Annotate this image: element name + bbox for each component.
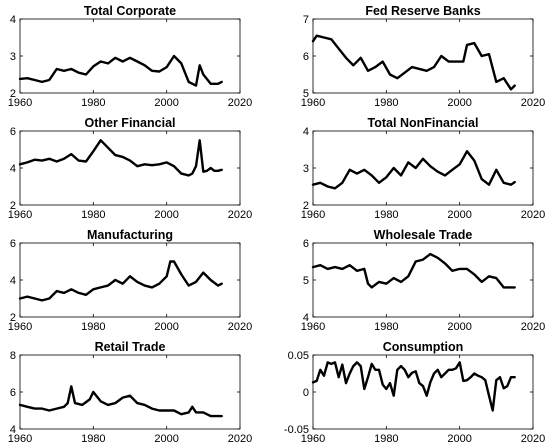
y-tick-label: 3 (10, 51, 16, 63)
series-line (311, 361, 516, 412)
panel-title: Fed Reserve Banks (365, 4, 480, 18)
axes-box (312, 130, 534, 206)
axes-box (19, 130, 241, 206)
y-tick-label: 7 (303, 14, 309, 26)
x-tick-label: 1960 (8, 97, 32, 109)
x-tick-label: 1980 (374, 209, 398, 221)
panel-title: Total NonFinancial (368, 116, 479, 130)
y-tick-label: 3 (303, 163, 309, 175)
x-tick-label: 1960 (301, 433, 325, 443)
axes-box (19, 18, 241, 94)
panel-title: Wholesale Trade (374, 228, 473, 242)
series-line (311, 252, 516, 289)
y-tick-label: 2 (10, 312, 16, 324)
x-tick-label: 1980 (374, 321, 398, 333)
y-tick-label: 0 (303, 387, 309, 399)
panel-title: Retail Trade (95, 340, 166, 354)
y-tick-label: 2 (303, 200, 309, 212)
x-tick-label: 1980 (81, 209, 105, 221)
x-tick-label: 1980 (81, 321, 105, 333)
x-tick-label: 1960 (8, 321, 32, 333)
x-tick-label: 2020 (521, 433, 545, 443)
y-tick-label: 6 (10, 238, 16, 250)
x-tick-label: 2020 (228, 321, 252, 333)
x-tick-label: 1960 (8, 209, 32, 221)
x-tick-label: 1960 (301, 321, 325, 333)
x-tick-label: 1960 (301, 209, 325, 221)
y-tick-label: -0.05 (284, 424, 309, 436)
x-tick-label: 1960 (301, 97, 325, 109)
axes-box (312, 242, 534, 318)
panel-1: Total Corporate 1960 1980 2000 2020 2 3 4 (8, 4, 252, 109)
panel-title: Manufacturing (87, 228, 173, 242)
y-tick-label: 0.05 (288, 350, 309, 362)
y-tick-label: 4 (10, 14, 16, 26)
x-tick-label: 2000 (447, 209, 471, 221)
x-tick-label: 1980 (81, 97, 105, 109)
panel-6: Wholesale Trade 1960 1980 2000 2020 4 5 6 (301, 228, 545, 333)
panel-3: Other Financial 1960 1980 2000 2020 2 4 6 (8, 116, 252, 221)
axes-box (19, 242, 241, 318)
y-tick-label: 4 (10, 275, 16, 287)
panel-2: Fed Reserve Banks 1960 1980 2000 2020 5 6 7 (301, 4, 545, 109)
x-tick-label: 2020 (521, 209, 545, 221)
y-tick-label: 2 (10, 200, 16, 212)
y-tick-label: 8 (10, 350, 16, 362)
x-tick-label: 2000 (154, 209, 178, 221)
x-tick-label: 2000 (447, 321, 471, 333)
x-tick-label: 2020 (521, 321, 545, 333)
panel-5: Manufacturing 1960 1980 2000 2020 2 4 6 (8, 228, 252, 333)
y-tick-label: 6 (303, 51, 309, 63)
y-tick-label: 4 (10, 163, 16, 175)
panel-7: Retail Trade 1960 1980 2000 2020 4 6 8 (8, 340, 252, 443)
y-tick-label: 5 (303, 88, 309, 100)
x-tick-label: 2000 (447, 97, 471, 109)
x-tick-label: 1960 (8, 433, 32, 443)
x-tick-label: 2020 (521, 97, 545, 109)
panel-title: Consumption (383, 340, 464, 354)
x-tick-label: 2000 (447, 433, 471, 443)
x-tick-label: 1980 (374, 97, 398, 109)
x-tick-label: 1980 (374, 433, 398, 443)
panel-4: Total NonFinancial 1960 1980 2000 2020 2 3 4 (301, 116, 545, 221)
series-line (18, 260, 223, 302)
y-tick-label: 6 (303, 238, 309, 250)
x-tick-label: 2000 (154, 321, 178, 333)
x-tick-label: 2000 (154, 433, 178, 443)
y-tick-label: 4 (303, 126, 309, 138)
axes-box (19, 354, 241, 430)
x-tick-label: 2000 (154, 97, 178, 109)
y-tick-label: 6 (10, 126, 16, 138)
x-tick-label: 2020 (228, 97, 252, 109)
axes-box (312, 354, 534, 430)
y-tick-label: 4 (10, 424, 16, 436)
panel-title: Other Financial (85, 116, 176, 130)
x-tick-label: 2020 (228, 433, 252, 443)
series-line (311, 34, 516, 91)
series-line (18, 385, 223, 418)
y-tick-label: 5 (303, 275, 309, 287)
x-tick-label: 2020 (228, 209, 252, 221)
panel-8: Consumption 1960 1980 2000 2020 -0.05 0 0.05 (284, 340, 545, 443)
series-line (311, 150, 516, 190)
series-line (18, 54, 223, 87)
y-tick-label: 2 (10, 88, 16, 100)
y-tick-label: 6 (10, 387, 16, 399)
series-line (18, 139, 223, 177)
y-tick-label: 4 (303, 312, 309, 324)
x-tick-label: 1980 (81, 433, 105, 443)
panel-title: Total Corporate (84, 4, 176, 18)
